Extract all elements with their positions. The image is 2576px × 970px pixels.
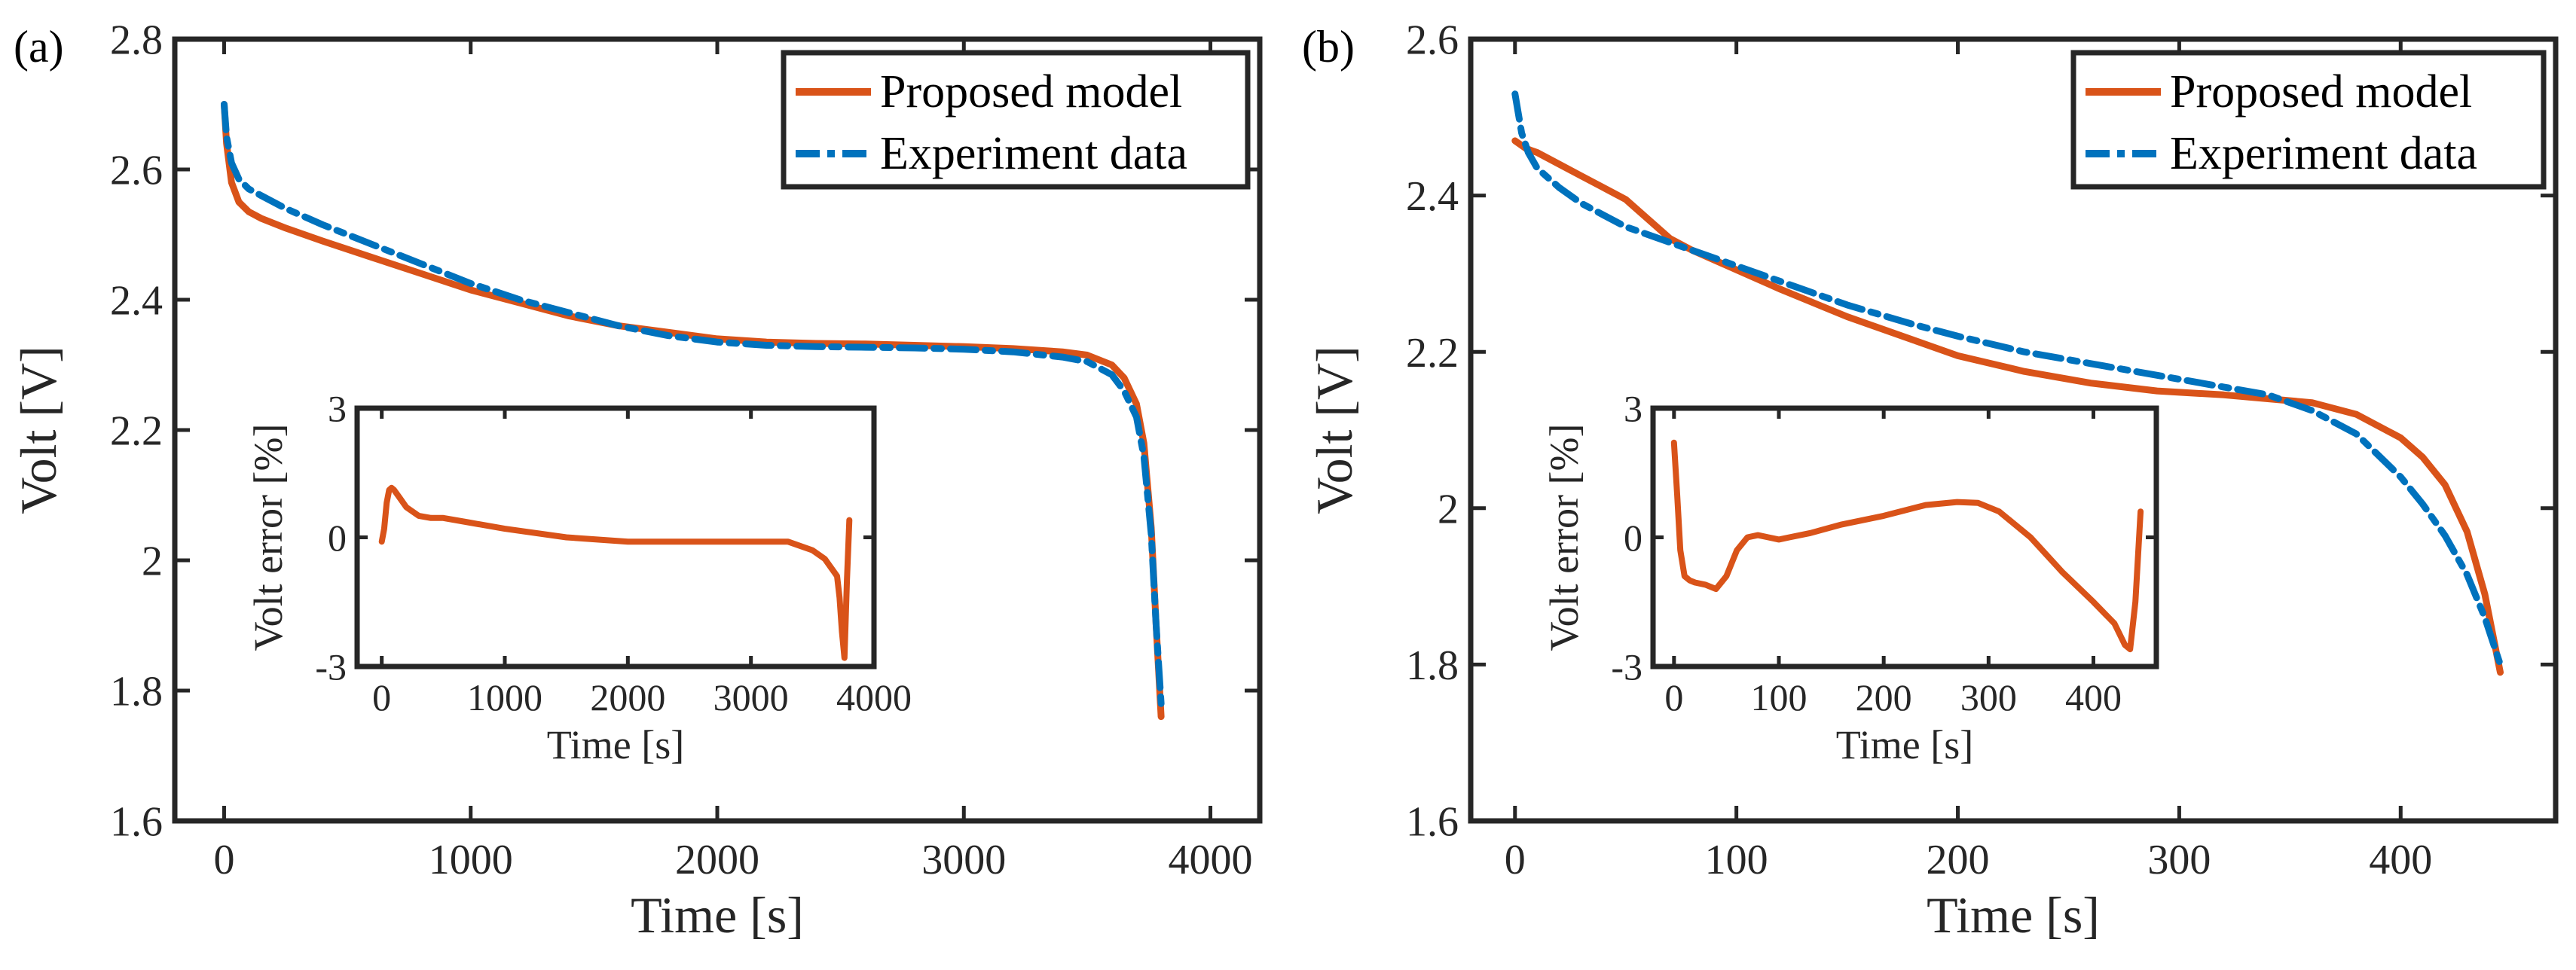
- panel-b-xtick-label: 0: [1505, 837, 1526, 883]
- panel-a-inset-xlabel: Time [s]: [547, 722, 685, 767]
- panel-b-legend: Proposed model Experiment data: [2070, 50, 2547, 190]
- panel-a-ytick-label: 1.8: [110, 669, 163, 715]
- panel-b-label: (b): [1302, 22, 1355, 72]
- panel-b-inset-series-error: [1670, 439, 2144, 653]
- panel-a-xtick-label: 0: [213, 837, 234, 883]
- panel-a-inset-ytick-label: -3: [315, 646, 347, 688]
- panel-b-xtick-label: 300: [2147, 837, 2211, 883]
- panel-b-inset-xtick-label: 200: [1856, 676, 1912, 718]
- panel-b-frame: [1468, 36, 2559, 824]
- panel-a-inset-background: [357, 408, 874, 666]
- panel-a-inset-axes: 0 1000 2000 3000 4000 -3 0 3 Time [s] Volt error …: [246, 388, 912, 768]
- panel-b-xtick-label: 200: [1927, 837, 1990, 883]
- panel-b-inset-xtick-label: 400: [2065, 676, 2122, 718]
- panel-a-ytick-label: 2: [142, 538, 163, 585]
- panel-a-main-axes: 0 1000 2000 3000 4000 1.6 1.8 2 2.2 2.4 2.6 2.8 Time…: [10, 17, 1263, 944]
- panel-b-inset-ytick-label: -3: [1611, 646, 1642, 688]
- panel-a-inset-xtick-label: 2000: [590, 676, 665, 718]
- panel-a-legend-box: [781, 50, 1251, 190]
- panel-a-ytick-label: 2.4: [110, 278, 163, 325]
- panel-b-ytick-label: 2.6: [1406, 17, 1459, 64]
- panel-a-inset-ytick-label: 3: [328, 388, 347, 430]
- panel-a-inset-xtick-label: 3000: [714, 676, 789, 718]
- panel-b-ylabel: Volt [V]: [1306, 346, 1363, 514]
- panel-b-legend-entry: Experiment data: [2170, 128, 2477, 179]
- panel-a-legend-entry: Proposed model: [880, 66, 1182, 117]
- panel-a-xtick-label: 1000: [429, 837, 513, 883]
- panel-a-xtick-label: 2000: [675, 837, 759, 883]
- panel-a-inset-xtick-label: 4000: [836, 676, 912, 718]
- panel-b-series-proposed-model: [1511, 137, 2504, 676]
- panel-b-ytick-label: 2.4: [1406, 173, 1459, 220]
- panel-a-inset-ylabel: Volt error [%]: [246, 424, 291, 651]
- panel-a-xlabel: Time [s]: [631, 886, 804, 944]
- panel-b-inset-background: [1653, 408, 2156, 666]
- panel-b-ytick-label: 1.6: [1406, 799, 1459, 846]
- panel-b-inset-xtick-label: 100: [1751, 676, 1807, 718]
- panel-a-xtick-label: 3000: [921, 837, 1006, 883]
- panel-b-inset-ytick-label: 3: [1624, 388, 1642, 430]
- panel-b-inset-axes: 0 100 200 300 400 -3 0 3 Time [s] Volt error [%]: [1542, 388, 2159, 767]
- panel-b-inset-xtick-label: 300: [1960, 676, 2017, 718]
- panel-a-ytick-label: 2.2: [110, 408, 163, 455]
- panel-a-inset-xtick-label: 1000: [467, 676, 542, 718]
- panel-b-ytick-label: 2: [1438, 486, 1459, 532]
- panel-b-inset-ylabel: Volt error [%]: [1542, 424, 1587, 651]
- panel-b-inset-xtick-label: 0: [1664, 676, 1683, 718]
- panel-a-legend-entry: Experiment data: [880, 128, 1187, 179]
- panel-a-inset-ytick-label: 0: [328, 517, 347, 559]
- panel-a-label: (a): [14, 22, 64, 72]
- panel-a-ytick-label: 1.6: [110, 799, 163, 846]
- panel-a-xtick-label: 4000: [1169, 837, 1253, 883]
- panel-b-ytick-label: 1.8: [1406, 642, 1459, 689]
- panel-b-xlabel: Time [s]: [1927, 886, 2100, 944]
- panel-a-legend: Proposed model Experiment data: [781, 50, 1251, 190]
- panel-a-series-experiment-data: [221, 101, 1165, 707]
- panel-b-xtick-label: 400: [2369, 837, 2432, 883]
- panel-b-inset-xlabel: Time [s]: [1836, 722, 1974, 767]
- panel-a-ylabel: Volt [V]: [10, 346, 67, 514]
- panel-b-series-experiment-data: [1511, 90, 2504, 668]
- panel-b-xtick-label: 100: [1705, 837, 1768, 883]
- panel-a: (a) 0 1000 2000 3000 4000 1.6 1.8 2 2.2 2.4 2.6 2.8…: [10, 17, 1263, 944]
- panel-a-inset-xtick-label: 0: [372, 676, 391, 718]
- panel-b-inset-ytick-label: 0: [1624, 517, 1642, 559]
- panel-a-ytick-label: 2.6: [110, 148, 163, 194]
- panel-b-legend-box: [2070, 50, 2547, 190]
- panel-b-ytick-label: 2.2: [1406, 330, 1459, 377]
- panel-a-ytick-label: 2.8: [110, 17, 163, 64]
- panel-b-legend-entry: Proposed model: [2170, 66, 2472, 117]
- panel-a-inset-series-error: [378, 484, 853, 661]
